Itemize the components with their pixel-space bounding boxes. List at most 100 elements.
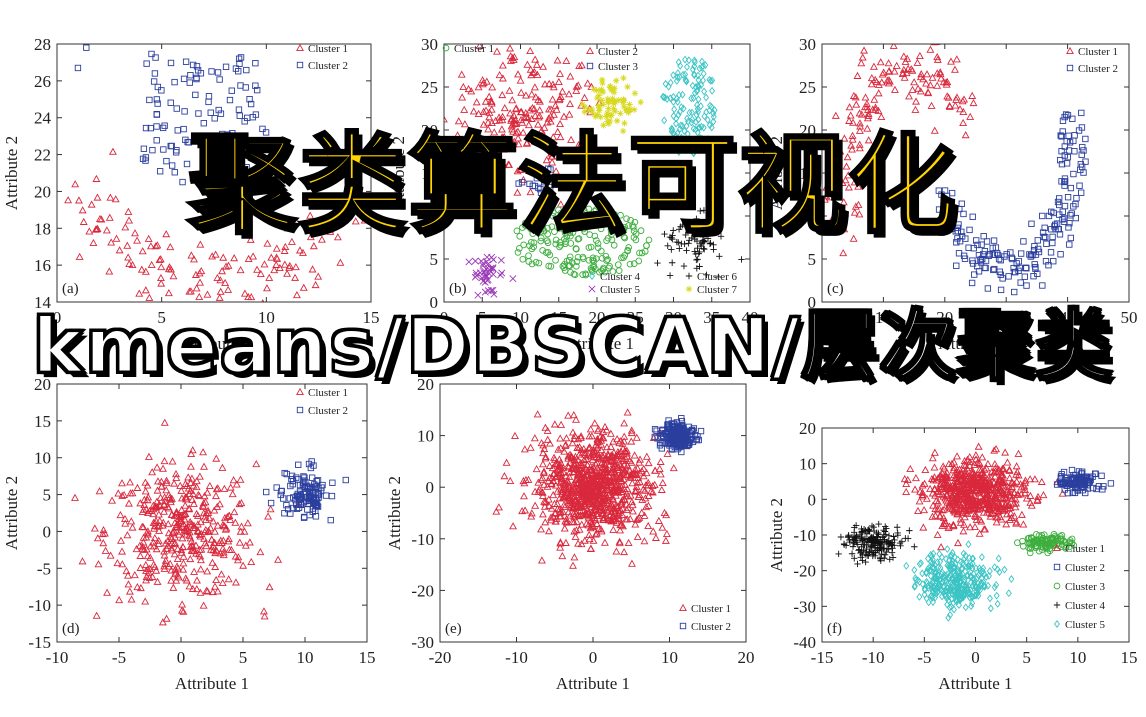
data-point [200, 462, 209, 470]
data-point [949, 463, 958, 471]
data-point [911, 543, 918, 550]
data-point [114, 489, 123, 497]
data-point [656, 442, 664, 449]
data-point [516, 108, 525, 116]
data-point [1012, 462, 1021, 470]
data-point [210, 506, 219, 514]
data-point [985, 494, 994, 503]
data-point [186, 462, 195, 470]
data-point [245, 538, 254, 546]
data-point [495, 71, 504, 79]
data-point [585, 535, 594, 543]
data-point [658, 523, 667, 531]
data-point [1030, 475, 1039, 483]
data-point [187, 72, 194, 79]
data-point [126, 489, 135, 497]
data-point [196, 588, 205, 596]
data-point [597, 505, 606, 513]
x-tick-label: 0 [440, 308, 449, 327]
data-point [945, 613, 952, 622]
data-point [549, 133, 558, 141]
data-point [938, 472, 947, 481]
data-point [691, 58, 698, 67]
data-point [689, 427, 696, 434]
data-point [928, 591, 935, 600]
data-point [978, 476, 986, 484]
data-point [253, 265, 262, 273]
data-point [160, 564, 169, 572]
data-point [146, 96, 153, 104]
data-point [172, 508, 181, 516]
data-point [535, 106, 544, 114]
data-point [705, 135, 711, 144]
data-point [673, 132, 680, 141]
data-point [510, 111, 518, 119]
data-point [516, 76, 525, 84]
data-point [278, 487, 285, 495]
data-point [224, 161, 231, 169]
data-point [681, 127, 688, 136]
data-point [971, 512, 980, 520]
data-point [938, 592, 945, 601]
data-point [193, 63, 201, 70]
data-point [487, 105, 496, 113]
data-point [985, 502, 994, 510]
data-point [330, 207, 339, 215]
data-point [177, 545, 186, 554]
data-point [593, 509, 602, 517]
data-point [557, 420, 566, 428]
data-point [292, 497, 299, 504]
data-point [209, 542, 218, 550]
data-point [927, 101, 936, 109]
data-point [581, 463, 589, 471]
data-point [549, 512, 557, 520]
data-point [971, 451, 980, 459]
x-tick-label: 40 [1059, 308, 1076, 327]
data-point [155, 501, 164, 509]
y-axis-label: Attribute 2 [2, 476, 21, 550]
data-point [960, 555, 967, 564]
data-point [581, 450, 590, 458]
data-point [598, 451, 607, 460]
data-point [179, 559, 188, 567]
data-point [588, 212, 596, 219]
data-point [218, 463, 227, 471]
data-point [923, 568, 930, 577]
data-point [577, 432, 586, 440]
data-point [952, 590, 959, 599]
data-point [1050, 258, 1057, 265]
data-point [471, 257, 479, 265]
data-point [161, 556, 170, 564]
data-point [619, 225, 627, 233]
data-point [192, 509, 201, 517]
data-point [226, 483, 235, 491]
data-point [620, 432, 629, 440]
data-point [173, 571, 182, 579]
data-point [890, 533, 897, 540]
data-point [549, 110, 558, 118]
data-point [572, 415, 580, 423]
data-point [920, 506, 929, 514]
data-point [632, 433, 641, 441]
data-point [836, 223, 845, 231]
data-point [556, 132, 565, 141]
data-point [625, 465, 634, 473]
data-point [522, 219, 529, 227]
data-point [139, 523, 148, 531]
data-point [483, 277, 491, 285]
data-point [635, 513, 644, 521]
data-point [1052, 534, 1060, 542]
data-point [184, 473, 193, 481]
data-point [124, 253, 133, 261]
data-point [206, 545, 215, 553]
data-point [159, 518, 168, 526]
data-point [305, 460, 313, 468]
data-point [1031, 261, 1038, 268]
data-point [589, 222, 597, 229]
data-point [689, 81, 696, 90]
data-point [527, 225, 534, 233]
data-point [849, 91, 858, 99]
data-point [717, 233, 725, 240]
data-point [562, 515, 571, 523]
